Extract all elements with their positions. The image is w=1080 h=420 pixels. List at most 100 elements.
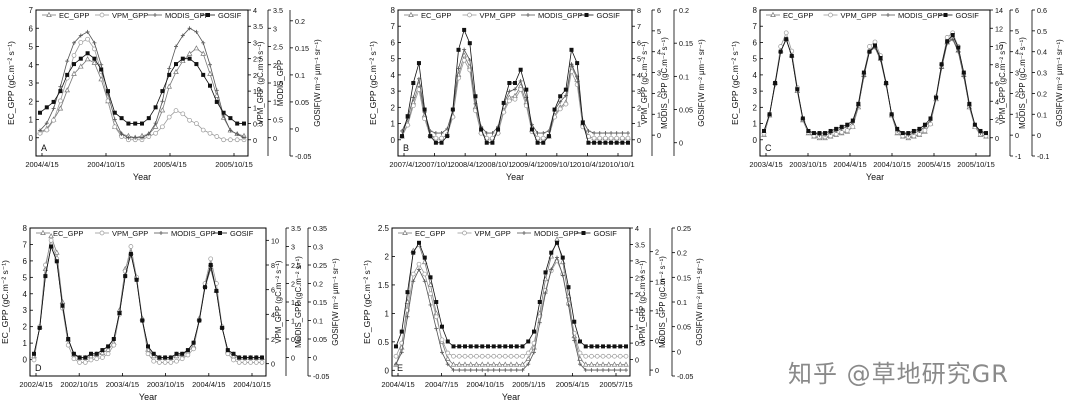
y-tick-label: 6 (657, 6, 661, 15)
data-point (157, 360, 162, 365)
y-tick-label: 1 (273, 97, 277, 106)
y-tick-label: 6 (391, 38, 396, 47)
y-tick-label: 0.15 (677, 273, 691, 282)
y-tick-label: 3 (657, 69, 661, 78)
data-point (58, 98, 63, 104)
data-point (784, 37, 789, 42)
y-tick-label: 0.6 (1037, 6, 1047, 15)
data-point (823, 131, 828, 136)
legend-marker (218, 231, 222, 235)
data-point (153, 105, 158, 110)
y-axis-label: EC_GPP (gC.m⁻² s⁻¹) (6, 41, 16, 125)
data-point (463, 344, 467, 349)
data-point (462, 353, 468, 359)
data-point (145, 351, 151, 357)
y-tick-label: 0 (677, 347, 681, 356)
data-point (507, 98, 512, 104)
y-tick-label: 3.5 (273, 6, 283, 15)
data-point (193, 45, 200, 51)
y-tick-label: 1 (23, 339, 28, 348)
y-tick-label: 0.05 (677, 323, 691, 332)
legend-label: MODIS_GPP (898, 11, 943, 20)
data-point (595, 344, 600, 349)
data-point (439, 337, 445, 343)
data-point (422, 271, 428, 277)
data-point (978, 128, 983, 133)
legend-label: VPM_GPP (480, 11, 516, 20)
data-point (157, 355, 162, 360)
data-point (867, 49, 872, 54)
data-point (582, 361, 589, 367)
data-point (393, 353, 399, 359)
y-tick-label: 5 (23, 273, 28, 282)
data-point (518, 67, 523, 72)
data-point (417, 240, 421, 245)
y-tick-label: 1.5 (635, 306, 645, 315)
legend-label: MODIS_GPP (538, 11, 583, 20)
y-tick-label: 6 (637, 38, 641, 47)
data-point (583, 353, 589, 359)
legend-marker (770, 11, 776, 17)
y-tick-label: 5 (1015, 27, 1019, 36)
data-point (99, 67, 104, 72)
data-point (65, 342, 71, 348)
y-tick-label: 0.1 (679, 72, 689, 81)
y-tick-label: 3 (273, 24, 277, 33)
y-tick-label: 4 (253, 6, 257, 15)
legend-label: GOSIF (956, 11, 980, 20)
x-tick-label: 2005/4/15 (556, 380, 589, 389)
y-tick-label: 5 (753, 55, 758, 64)
x-tick-label: 2008/4/1 (451, 160, 480, 169)
data-point (228, 137, 233, 143)
y-axis-label: VPM_GPP (gC.m⁻² s⁻¹) (998, 41, 1007, 124)
x-tick-label: 2007/10/1 (418, 160, 451, 169)
x-tick-label: 2010/10/1 (601, 160, 634, 169)
y-axis-label: MODIS_GPP (gC.m⁻² s⁻¹) (660, 37, 669, 129)
data-point (767, 112, 772, 117)
data-point (922, 128, 928, 133)
x-tick-label: 2005/7/15 (599, 380, 632, 389)
data-point (43, 274, 48, 279)
data-point (501, 100, 506, 105)
y-tick-label: 0.05 (295, 98, 309, 107)
y-axis-label: GOSIF(W m⁻² μm⁻¹ sr⁻¹) (313, 39, 322, 127)
y-tick-label: 7 (637, 22, 641, 31)
y-axis-label: MODIS_GPP (276, 60, 285, 106)
data-point (146, 344, 150, 349)
y-tick-label: 0.2 (295, 17, 305, 26)
data-point (611, 361, 618, 367)
x-tick-label: 2010/4/1 (573, 160, 602, 169)
y-tick-label: 2 (23, 323, 28, 332)
y-tick-label: 0.2 (677, 249, 687, 258)
y-tick-label: 1.5 (253, 87, 263, 96)
y-tick-label: 0.15 (295, 44, 309, 53)
y-tick-label: 3 (753, 87, 758, 96)
panel-label: E (397, 363, 403, 373)
data-point (624, 344, 628, 349)
data-point (151, 358, 157, 364)
y-tick-label: 3.5 (253, 22, 263, 31)
data-point (967, 101, 972, 106)
series-line-modis_gpp (395, 256, 626, 371)
data-point (173, 68, 179, 75)
y-tick-label: 2 (637, 103, 641, 112)
y-tick-label: 8 (753, 6, 758, 15)
legend-label: MODIS_GPP (171, 229, 216, 238)
data-point (541, 140, 546, 145)
data-point (588, 361, 595, 367)
y-tick-label: 0.5 (291, 335, 301, 344)
y-tick-label: 0 (1037, 131, 1041, 140)
data-point (428, 291, 433, 297)
data-point (540, 135, 546, 141)
data-point (457, 344, 462, 349)
legend-marker (206, 13, 210, 17)
y-tick-label: 0 (391, 136, 396, 145)
data-point (817, 131, 822, 136)
y-tick-label: 7 (391, 22, 396, 31)
data-point (83, 355, 88, 360)
data-point (197, 318, 202, 323)
y-tick-label: 1 (29, 116, 34, 125)
data-point (168, 355, 173, 360)
y-tick-label: 2 (273, 61, 277, 70)
